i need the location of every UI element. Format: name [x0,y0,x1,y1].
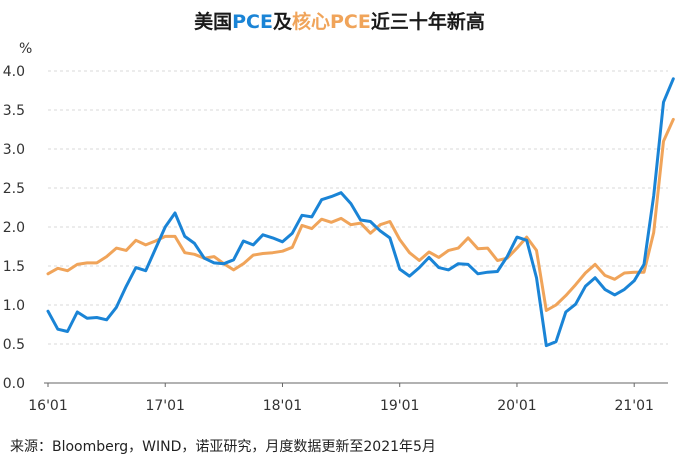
y-tick-label: 3.0 [3,142,25,158]
x-tick-label: 17'01 [145,398,184,414]
y-axis-unit: % [19,41,32,57]
source-note: 来源：Bloomberg，WIND，诺亚研究，月度数据更新至2021年5月 [10,439,436,455]
y-tick-label: 1.0 [3,298,25,314]
x-tick-label: 21'01 [614,398,653,414]
axes: 0.0 0.5 1.0 1.5 2.0 2.5 3.0 3.5 4.0% 16'01 17'01 18… [3,41,668,414]
y-tick-label: 2.0 [3,220,25,236]
title-part-and: 及 [272,11,292,33]
y-tick-label: 4.0 [3,64,25,80]
y-tick-label: 2.5 [3,181,25,197]
title-part-high: 近三十年新高 [370,11,485,33]
y-tick-label: 1.5 [3,259,25,275]
x-tick-label: 20'01 [497,398,536,414]
title-part-core-pce: 核心PCE [292,11,371,33]
x-tick-label: 18'01 [263,398,302,414]
chart-title: 美国PCE及核心PCE近三十年新高 [0,7,679,34]
series-lines [46,77,675,348]
grid-lines [48,70,668,345]
series-line-core [46,117,675,312]
series-line-pce [46,77,675,348]
title-part-pce: PCE [232,11,273,33]
y-tick-label: 0.5 [3,337,25,353]
y-tick-label: 3.5 [3,103,25,119]
y-tick-label: 0.0 [3,376,25,392]
x-tick-label: 19'01 [380,398,419,414]
title-part-us: 美国 [194,11,233,33]
x-tick-label: 16'01 [28,398,67,414]
